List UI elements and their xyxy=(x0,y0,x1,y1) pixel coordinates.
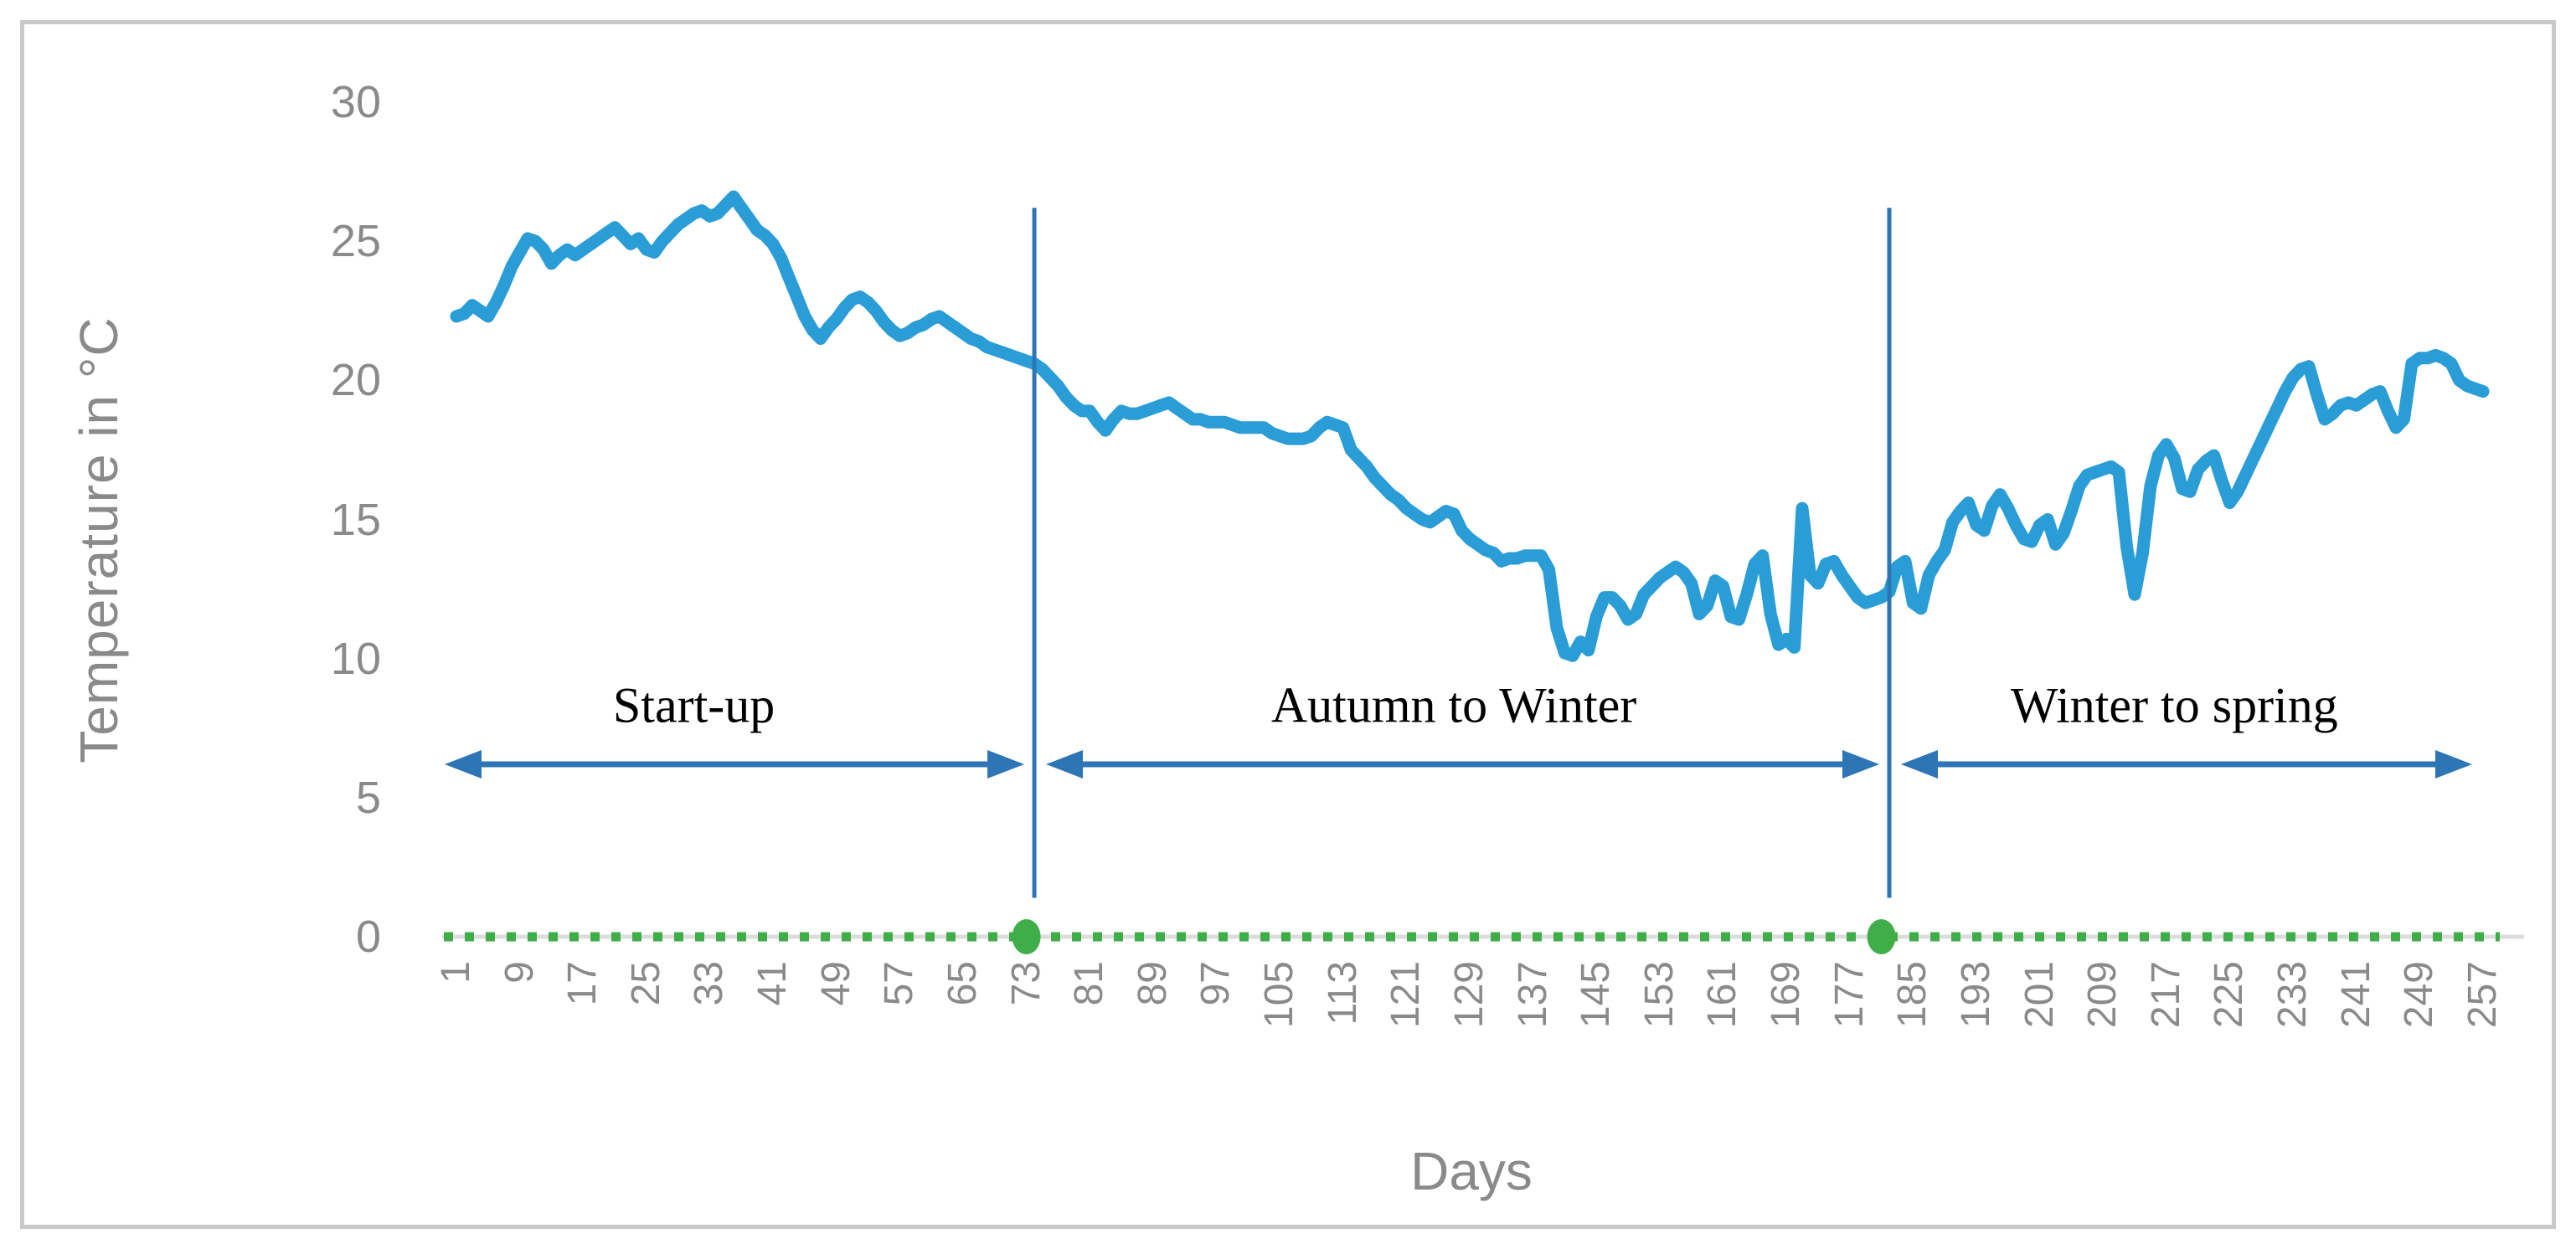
x-tick-label-161: 161 xyxy=(1700,961,1745,1029)
x-tick-label-41: 41 xyxy=(750,961,796,1006)
phase-arrow-left-head-1 xyxy=(445,749,482,779)
y-tick-label-0: 0 xyxy=(355,912,381,962)
x-tick-label-257: 257 xyxy=(2460,961,2505,1029)
x-tick-label-193: 193 xyxy=(1953,961,1998,1029)
phase-arrow-left-head-2 xyxy=(1046,749,1084,779)
phase-label-autumn-to-winter: Autumn to Winter xyxy=(1270,677,1637,733)
x-axis-title: Days xyxy=(1410,1141,1533,1201)
x-tick-label-169: 169 xyxy=(1764,961,1809,1029)
x-tick-label-97: 97 xyxy=(1193,961,1239,1006)
phase-arrow-right-head-3 xyxy=(2434,749,2472,779)
y-tick-label-30: 30 xyxy=(330,77,381,127)
x-tick-label-201: 201 xyxy=(2017,961,2062,1029)
x-tick-label-73: 73 xyxy=(1003,961,1048,1006)
x-tick-label-81: 81 xyxy=(1067,961,1112,1006)
y-tick-label-20: 20 xyxy=(330,355,381,406)
x-tick-label-209: 209 xyxy=(2080,961,2125,1029)
x-tick-label-121: 121 xyxy=(1383,961,1429,1029)
temperature-series-line xyxy=(450,190,2490,662)
x-tick-label-113: 113 xyxy=(1320,961,1365,1025)
x-tick-label-153: 153 xyxy=(1636,961,1682,1029)
season-marker-dot-1 xyxy=(1012,919,1041,954)
x-tick-label-33: 33 xyxy=(687,961,732,1006)
phase-arrow-right-head-2 xyxy=(1842,749,1879,779)
x-tick-label-105: 105 xyxy=(1257,961,1302,1029)
phase-label-winter-to-spring: Winter to spring xyxy=(2010,677,2338,733)
x-tick-label-89: 89 xyxy=(1130,961,1175,1006)
x-tick-label-233: 233 xyxy=(2270,961,2316,1029)
x-tick-label-65: 65 xyxy=(940,961,985,1006)
phase-arrow-right-head-1 xyxy=(987,749,1025,779)
x-tick-label-25: 25 xyxy=(623,961,668,1006)
y-tick-label-5: 5 xyxy=(355,772,381,823)
x-tick-label-145: 145 xyxy=(1574,961,1619,1029)
y-tick-label-10: 10 xyxy=(330,633,381,684)
x-tick-label-1: 1 xyxy=(434,961,478,984)
x-tick-label-129: 129 xyxy=(1446,961,1492,1029)
x-tick-label-17: 17 xyxy=(560,961,605,1006)
x-tick-label-9: 9 xyxy=(497,961,542,984)
figure-frame xyxy=(20,20,2556,1229)
x-tick-label-249: 249 xyxy=(2397,961,2442,1029)
x-tick-label-217: 217 xyxy=(2143,961,2188,1029)
y-tick-label-15: 15 xyxy=(330,494,381,545)
x-tick-label-137: 137 xyxy=(1510,961,1555,1029)
y-tick-label-25: 25 xyxy=(330,216,381,267)
x-tick-label-49: 49 xyxy=(813,961,858,1006)
x-tick-label-241: 241 xyxy=(2333,961,2378,1029)
phase-label-startup: Start-up xyxy=(612,677,775,733)
x-tick-label-185: 185 xyxy=(1890,961,1935,1029)
y-axis-title: Temperature in °C xyxy=(69,316,129,763)
season-marker-dot-2 xyxy=(1867,919,1896,954)
x-tick-label-57: 57 xyxy=(877,961,922,1006)
x-tick-label-177: 177 xyxy=(1826,961,1872,1029)
x-tick-label-225: 225 xyxy=(2207,961,2252,1029)
phase-arrow-left-head-3 xyxy=(1900,749,1938,779)
